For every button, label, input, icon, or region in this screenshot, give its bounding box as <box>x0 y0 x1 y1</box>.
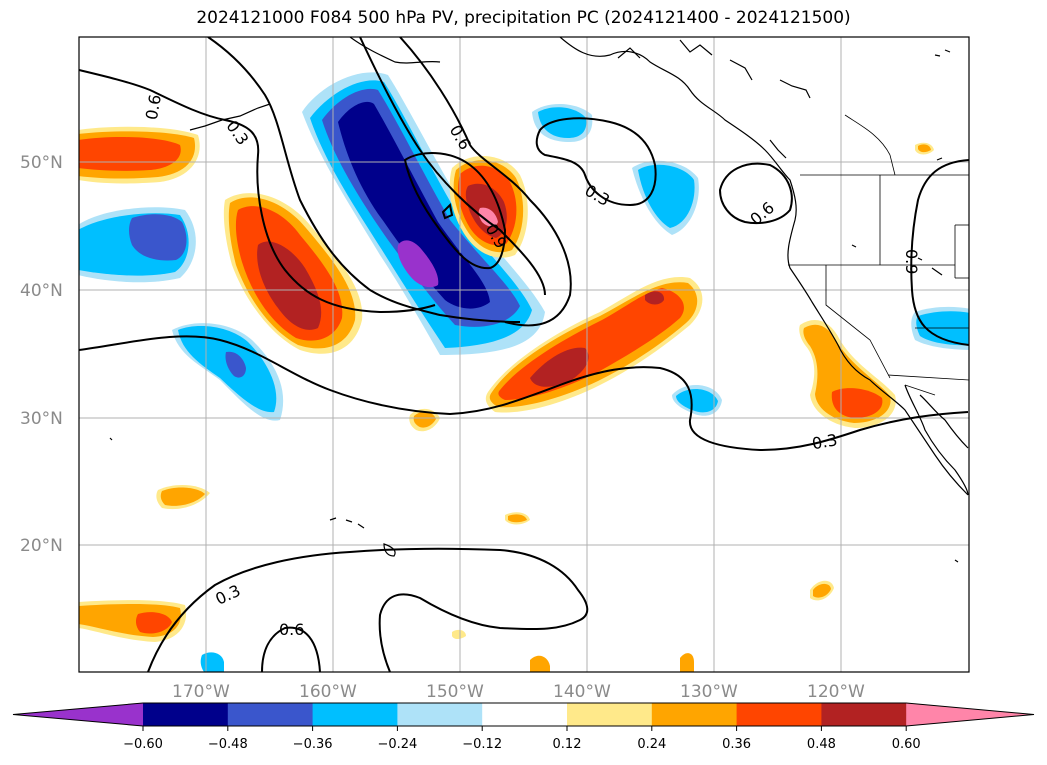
negative-precip-shading <box>79 72 969 672</box>
colorbar-swatch <box>482 703 568 726</box>
colorbar-swatch <box>567 703 653 726</box>
colorbar-tick-label: −0.24 <box>377 737 417 752</box>
map-frame <box>78 36 970 673</box>
lon-label-160w: 160°W <box>299 682 357 702</box>
political-borders <box>788 114 969 396</box>
colorbar-swatch <box>227 703 314 726</box>
map-title: 2024121000 F084 500 hPa PV, precipitatio… <box>196 8 851 28</box>
colorbar-tick-label: 0.12 <box>553 737 582 752</box>
lon-label-130w: 130°W <box>680 682 738 702</box>
contour-label: 0.9 <box>902 249 921 274</box>
colorbar-swatch <box>736 703 822 726</box>
colorbar-tick-label: 0.36 <box>722 737 751 752</box>
graticule <box>79 37 969 672</box>
colorbar-tick-label: −0.12 <box>462 737 502 752</box>
colorbar-swatch <box>312 703 398 726</box>
colorbar-extend-low <box>13 703 143 726</box>
map-plot-area: 0.6 0.3 0.6 0.3 0.9 0.6 0.9 0.3 0.3 0.6 <box>79 37 969 672</box>
contour-label: 0.6 <box>279 620 304 639</box>
colorbar-swatch <box>651 703 738 726</box>
latitude-labels: 50°N 40°N 30°N 20°N <box>20 153 63 556</box>
lon-label-150w: 150°W <box>426 682 484 702</box>
pv-contours <box>79 37 969 672</box>
contour-label: 0.6 <box>142 93 165 121</box>
colorbar-tick-label: −0.48 <box>208 737 248 752</box>
colorbar-tick-label: 0.48 <box>807 737 836 752</box>
colorbar-tick-label: 0.60 <box>892 737 921 752</box>
colorbar-swatch <box>143 703 229 726</box>
lon-label-140w: 140°W <box>553 682 611 702</box>
longitude-labels: 170°W 160°W 150°W 140°W 130°W 120°W <box>172 682 865 702</box>
colorbar-swatch <box>397 703 483 726</box>
colorbar-extend-high <box>906 703 1034 726</box>
colorbar: −0.60 −0.48 −0.36 −0.24 −0.12 0.12 0.24 0.36 0.4… <box>12 702 1035 752</box>
lat-label-30n: 30°N <box>20 409 63 429</box>
contour-label: 0.3 <box>810 430 838 453</box>
colorbar-tick-label: −0.36 <box>293 737 333 752</box>
coastlines <box>109 37 969 563</box>
colorbar-swatch <box>821 703 907 726</box>
colorbar-tick-label: 0.24 <box>637 737 666 752</box>
lat-label-50n: 50°N <box>20 153 63 173</box>
lon-label-120w: 120°W <box>807 682 865 702</box>
lat-label-40n: 40°N <box>20 281 63 301</box>
lat-label-20n: 20°N <box>20 536 63 556</box>
colorbar-tick-label: −0.60 <box>123 737 163 752</box>
lon-label-170w: 170°W <box>172 682 230 702</box>
